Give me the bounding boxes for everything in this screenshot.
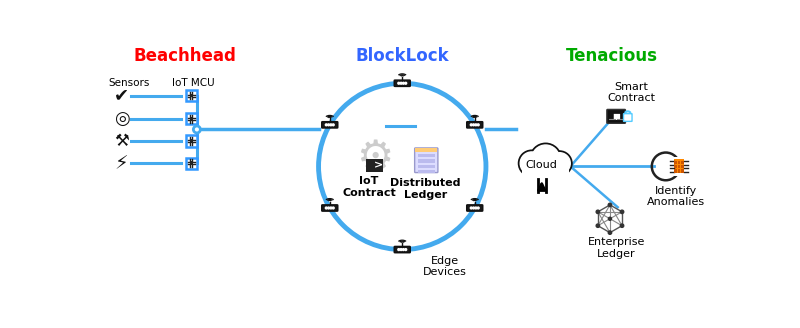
Circle shape: [620, 210, 624, 214]
FancyBboxPatch shape: [186, 113, 198, 124]
FancyBboxPatch shape: [466, 122, 482, 128]
FancyBboxPatch shape: [322, 122, 338, 128]
Text: IoT
Contract: IoT Contract: [342, 176, 396, 198]
FancyBboxPatch shape: [366, 159, 383, 172]
Circle shape: [332, 207, 334, 209]
Text: Beachhead: Beachhead: [134, 47, 237, 65]
Text: ⚡: ⚡: [115, 154, 129, 173]
FancyBboxPatch shape: [674, 161, 677, 164]
FancyBboxPatch shape: [418, 154, 435, 157]
FancyBboxPatch shape: [190, 161, 194, 165]
FancyBboxPatch shape: [682, 169, 684, 173]
Circle shape: [332, 124, 334, 126]
Circle shape: [608, 231, 612, 234]
Circle shape: [549, 153, 570, 174]
Circle shape: [470, 207, 472, 209]
FancyBboxPatch shape: [678, 161, 681, 164]
Text: Cloud: Cloud: [526, 160, 558, 170]
Circle shape: [542, 160, 561, 179]
Text: ■: ■: [612, 112, 620, 121]
FancyBboxPatch shape: [522, 165, 569, 179]
Text: Smart
Contract: Smart Contract: [607, 82, 655, 103]
Text: ◎: ◎: [114, 110, 130, 128]
FancyBboxPatch shape: [671, 157, 686, 176]
Circle shape: [400, 82, 402, 84]
Circle shape: [478, 207, 479, 209]
Circle shape: [400, 249, 402, 251]
Circle shape: [402, 82, 404, 84]
FancyBboxPatch shape: [418, 159, 435, 163]
Text: ⚙: ⚙: [357, 137, 394, 179]
Circle shape: [405, 249, 406, 251]
Circle shape: [328, 124, 330, 126]
FancyBboxPatch shape: [190, 117, 194, 121]
Text: IoT MCU: IoT MCU: [172, 78, 214, 88]
FancyBboxPatch shape: [418, 170, 435, 173]
Circle shape: [519, 151, 544, 176]
Circle shape: [548, 152, 571, 175]
Text: >: >: [374, 161, 383, 171]
Circle shape: [402, 249, 404, 251]
Circle shape: [475, 207, 477, 209]
Circle shape: [620, 224, 624, 227]
Circle shape: [470, 124, 472, 126]
Text: Edge
Devices: Edge Devices: [423, 256, 467, 277]
FancyBboxPatch shape: [414, 148, 438, 173]
Circle shape: [405, 82, 406, 84]
Circle shape: [328, 207, 330, 209]
FancyBboxPatch shape: [394, 80, 410, 86]
Circle shape: [531, 161, 548, 178]
Circle shape: [475, 124, 477, 126]
FancyBboxPatch shape: [678, 169, 681, 173]
FancyBboxPatch shape: [190, 139, 194, 143]
FancyBboxPatch shape: [186, 90, 198, 101]
FancyBboxPatch shape: [674, 159, 684, 173]
FancyBboxPatch shape: [674, 165, 677, 168]
FancyBboxPatch shape: [623, 114, 632, 121]
Circle shape: [330, 207, 332, 209]
Text: BlockLock: BlockLock: [355, 47, 449, 65]
Circle shape: [326, 207, 327, 209]
Circle shape: [398, 249, 400, 251]
Text: ✔: ✔: [114, 87, 130, 105]
Text: Sensors: Sensors: [109, 78, 150, 88]
FancyBboxPatch shape: [466, 205, 482, 211]
Circle shape: [520, 152, 543, 175]
FancyBboxPatch shape: [678, 165, 681, 168]
Circle shape: [398, 82, 400, 84]
FancyBboxPatch shape: [415, 148, 437, 152]
FancyBboxPatch shape: [607, 110, 626, 123]
FancyBboxPatch shape: [190, 94, 194, 97]
FancyBboxPatch shape: [682, 161, 684, 164]
Circle shape: [194, 126, 200, 133]
Circle shape: [530, 160, 549, 179]
Text: Identify
Anomalies: Identify Anomalies: [646, 186, 705, 207]
FancyBboxPatch shape: [186, 135, 198, 147]
Circle shape: [608, 203, 612, 207]
Text: ⚒: ⚒: [114, 132, 129, 150]
Circle shape: [532, 145, 559, 173]
FancyBboxPatch shape: [394, 246, 410, 253]
Circle shape: [330, 124, 332, 126]
Text: Tenacious: Tenacious: [566, 47, 658, 65]
Circle shape: [609, 217, 611, 220]
Circle shape: [473, 207, 474, 209]
FancyBboxPatch shape: [674, 169, 677, 173]
Circle shape: [531, 144, 560, 173]
Circle shape: [326, 124, 327, 126]
Circle shape: [543, 161, 560, 178]
FancyBboxPatch shape: [418, 165, 435, 168]
Text: Enterprise
Ledger: Enterprise Ledger: [587, 237, 645, 259]
Circle shape: [473, 124, 474, 126]
Circle shape: [596, 224, 599, 227]
FancyBboxPatch shape: [682, 165, 684, 168]
Text: Distributed
Ledger: Distributed Ledger: [390, 178, 461, 199]
Circle shape: [478, 124, 479, 126]
FancyBboxPatch shape: [322, 205, 338, 211]
Circle shape: [596, 210, 599, 214]
FancyBboxPatch shape: [186, 157, 198, 169]
